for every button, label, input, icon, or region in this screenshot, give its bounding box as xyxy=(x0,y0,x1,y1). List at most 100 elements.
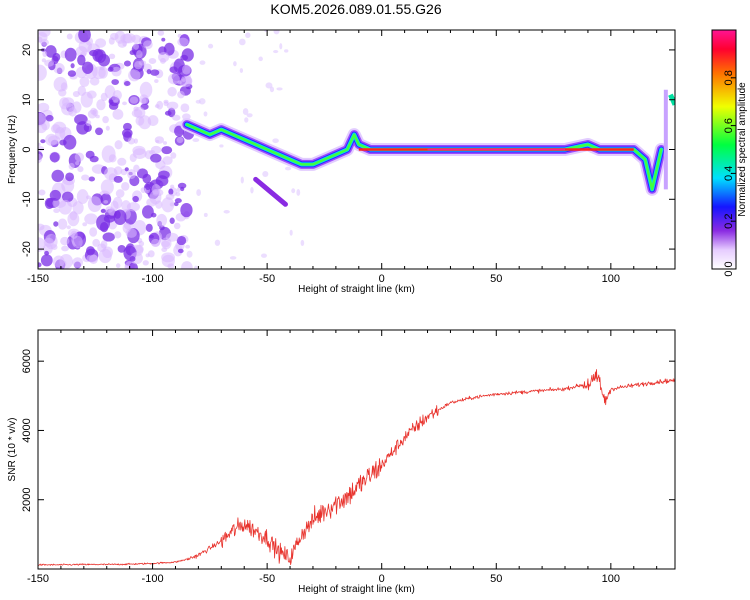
noise-speckle xyxy=(40,39,49,46)
noise-speckle xyxy=(59,97,70,110)
noise-speckle xyxy=(146,69,152,75)
snr-xlabel: Height of straight line (km) xyxy=(298,584,415,595)
noise-speckle xyxy=(245,32,251,39)
colorbar-tick-label: 0.8 xyxy=(723,70,735,85)
snr-ytick-label: 6000 xyxy=(21,349,33,373)
noise-speckle xyxy=(136,50,143,59)
noise-speckle xyxy=(70,63,75,69)
noise-speckle xyxy=(74,152,85,162)
noise-speckle xyxy=(154,79,159,84)
noise-speckle xyxy=(122,101,127,106)
noise-speckle xyxy=(63,134,77,150)
noise-speckle xyxy=(85,119,92,127)
noise-speckle xyxy=(38,64,47,81)
spectrogram-ytick-label: -20 xyxy=(21,241,33,257)
noise-speckle xyxy=(177,248,184,254)
noise-speckle xyxy=(246,113,253,118)
noise-speckle xyxy=(38,223,45,231)
noise-speckle xyxy=(300,239,305,247)
noise-speckle xyxy=(38,262,42,268)
noise-speckle xyxy=(177,90,185,99)
noise-speckle xyxy=(142,260,149,266)
noise-speckle xyxy=(196,189,202,196)
spectrogram-xtick-label: -150 xyxy=(27,273,49,285)
noise-speckle xyxy=(128,69,141,82)
noise-speckle xyxy=(203,212,208,218)
colorbar-tick-label: 0.2 xyxy=(723,214,735,229)
noise-speckle xyxy=(38,153,43,164)
noise-speckle xyxy=(81,174,90,181)
noise-speckle xyxy=(145,223,153,232)
noise-speckle xyxy=(89,155,99,163)
noise-speckle xyxy=(86,246,95,256)
noise-speckle xyxy=(276,87,283,91)
noise-speckle xyxy=(182,64,191,75)
noise-speckle xyxy=(138,240,145,247)
noise-speckle xyxy=(143,40,153,50)
noise-speckle xyxy=(157,30,165,36)
noise-speckle xyxy=(38,102,50,113)
spectrogram-ytick-label: 10 xyxy=(21,94,33,106)
noise-speckle xyxy=(95,38,107,48)
noise-speckle xyxy=(105,125,110,131)
noise-speckle xyxy=(102,232,115,242)
noise-speckle xyxy=(161,146,173,155)
noise-speckle xyxy=(95,127,103,136)
snr-ylabel: SNR (10 * v/v) xyxy=(7,418,18,482)
noise-speckle xyxy=(140,187,146,193)
spectrogram-ytick-label: 20 xyxy=(21,44,33,56)
noise-speckle xyxy=(150,69,160,76)
snr-ytick-label: 2000 xyxy=(21,487,33,511)
noise-speckle xyxy=(100,193,112,206)
spectrogram-ylabel: Frequency (Hz) xyxy=(7,115,18,184)
noise-speckle xyxy=(92,109,99,117)
noise-speckle xyxy=(168,188,174,195)
noise-speckle xyxy=(165,232,179,242)
noise-speckle xyxy=(77,85,87,97)
noise-speckle xyxy=(161,197,175,213)
noise-speckle xyxy=(122,41,127,47)
noise-speckle xyxy=(273,30,280,35)
noise-speckle xyxy=(176,235,187,246)
noise-speckle xyxy=(75,160,80,166)
noise-speckle xyxy=(177,182,187,189)
snr-layer xyxy=(38,369,675,566)
noise-speckle xyxy=(161,37,166,42)
noise-speckle xyxy=(107,66,114,72)
noise-speckle xyxy=(192,138,200,143)
noise-speckle xyxy=(44,59,55,67)
noise-speckle xyxy=(108,53,116,60)
noise-speckle xyxy=(159,57,166,64)
snr-xtick-label: 50 xyxy=(490,573,502,585)
noise-speckle xyxy=(72,201,84,215)
snr-series-line xyxy=(38,369,675,566)
noise-speckle xyxy=(179,77,192,88)
noise-speckle xyxy=(180,186,185,192)
noise-speckle xyxy=(57,218,68,230)
noise-speckle xyxy=(151,183,161,195)
noise-speckle xyxy=(111,95,119,103)
snr-xtick-label: 100 xyxy=(602,573,620,585)
noise-speckle xyxy=(291,188,296,194)
noise-speckle xyxy=(180,54,189,61)
noise-speckle xyxy=(52,121,67,134)
noise-speckle xyxy=(127,137,136,145)
noise-speckle xyxy=(186,250,193,258)
noise-speckle xyxy=(142,173,152,184)
noise-speckle xyxy=(113,166,123,175)
noise-speckle xyxy=(114,210,121,219)
noise-speckle xyxy=(124,167,129,172)
noise-speckle xyxy=(242,108,249,115)
noise-speckle xyxy=(198,98,206,105)
spectrogram-xtick-label: -50 xyxy=(259,273,275,285)
noise-speckle xyxy=(65,172,75,182)
noise-speckle xyxy=(203,111,208,117)
noise-speckle xyxy=(79,76,90,87)
noise-speckle xyxy=(148,58,157,64)
noise-speckle xyxy=(162,141,168,145)
noise-speckle xyxy=(53,221,59,227)
noise-speckle xyxy=(40,254,53,267)
noise-speckle xyxy=(74,114,88,125)
